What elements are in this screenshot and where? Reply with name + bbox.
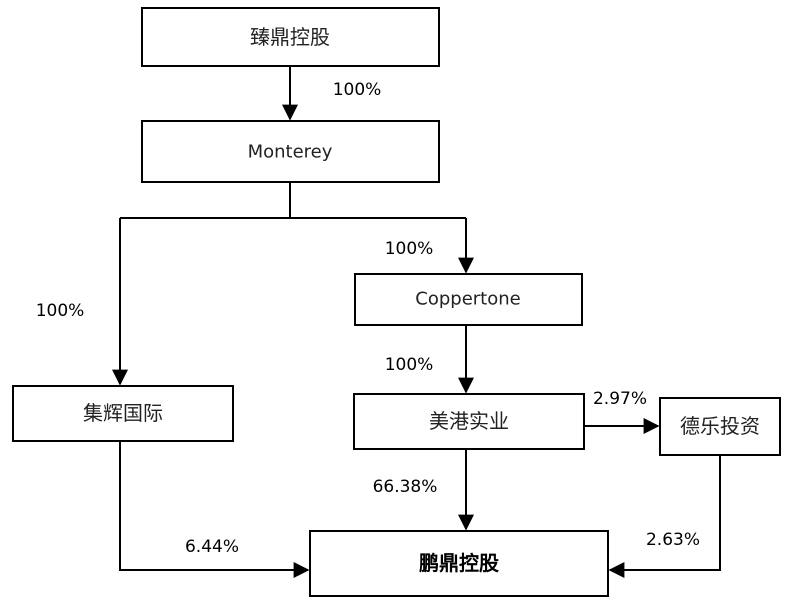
pct-monterey-coppertone: 100% [385, 239, 434, 259]
node-meigang-label: 美港实业 [429, 409, 509, 433]
node-dele-label: 德乐投资 [680, 414, 760, 438]
node-monterey-label: Monterey [248, 142, 333, 163]
pct-coppertone-meigang: 100% [385, 355, 434, 375]
node-pengding: 鹏鼎控股 [309, 530, 609, 597]
connectors [112, 66, 721, 578]
edge-labels: 100% 100% 100% 100% 2.97% 66.38% 6.44% 2… [36, 80, 700, 557]
pct-zhending-monterey: 100% [333, 80, 382, 100]
node-zhending: 臻鼎控股 [141, 7, 440, 67]
edge-dele-pengding [608, 455, 721, 578]
pct-jihui-pengding: 6.44% [185, 537, 239, 557]
node-coppertone: Coppertone [354, 273, 583, 326]
node-zhending-label: 臻鼎控股 [250, 25, 330, 49]
pct-monterey-jihui: 100% [36, 301, 85, 321]
node-jihui: 集辉国际 [12, 385, 234, 442]
node-monterey: Monterey [141, 120, 440, 183]
edge-jihui-pengding [119, 441, 310, 578]
node-coppertone-label: Coppertone [415, 289, 520, 310]
node-pengding-label: 鹏鼎控股 [419, 551, 499, 575]
node-dele: 德乐投资 [659, 397, 781, 456]
pct-meigang-pengding: 66.38% [373, 477, 438, 497]
pct-dele-pengding: 2.63% [646, 530, 700, 550]
pct-meigang-dele: 2.97% [593, 389, 647, 409]
node-jihui-label: 集辉国际 [83, 401, 163, 425]
node-meigang: 美港实业 [353, 393, 585, 450]
